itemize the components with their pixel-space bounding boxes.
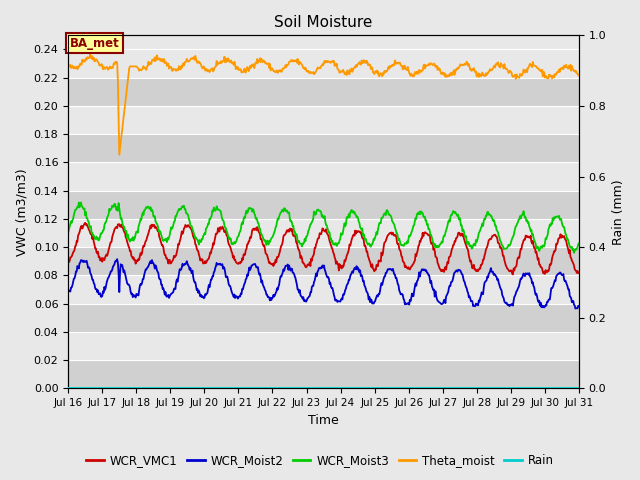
Text: BA_met: BA_met	[70, 36, 120, 49]
Bar	[68, 276, 579, 304]
Y-axis label: VWC (m3/m3): VWC (m3/m3)	[15, 168, 28, 256]
Bar	[68, 106, 579, 134]
Legend: WCR_VMC1, WCR_Moist2, WCR_Moist3, Theta_moist, Rain: WCR_VMC1, WCR_Moist2, WCR_Moist3, Theta_…	[81, 449, 559, 472]
Bar	[68, 332, 579, 360]
Bar	[68, 219, 579, 247]
Y-axis label: Rain (mm): Rain (mm)	[612, 179, 625, 245]
Bar	[68, 78, 579, 106]
X-axis label: Time: Time	[308, 414, 339, 427]
Bar	[68, 360, 579, 388]
Bar	[68, 162, 579, 191]
Bar	[68, 134, 579, 162]
Bar	[68, 304, 579, 332]
Bar	[68, 191, 579, 219]
Title: Soil Moisture: Soil Moisture	[275, 15, 372, 30]
Bar	[68, 247, 579, 276]
Bar	[68, 49, 579, 78]
